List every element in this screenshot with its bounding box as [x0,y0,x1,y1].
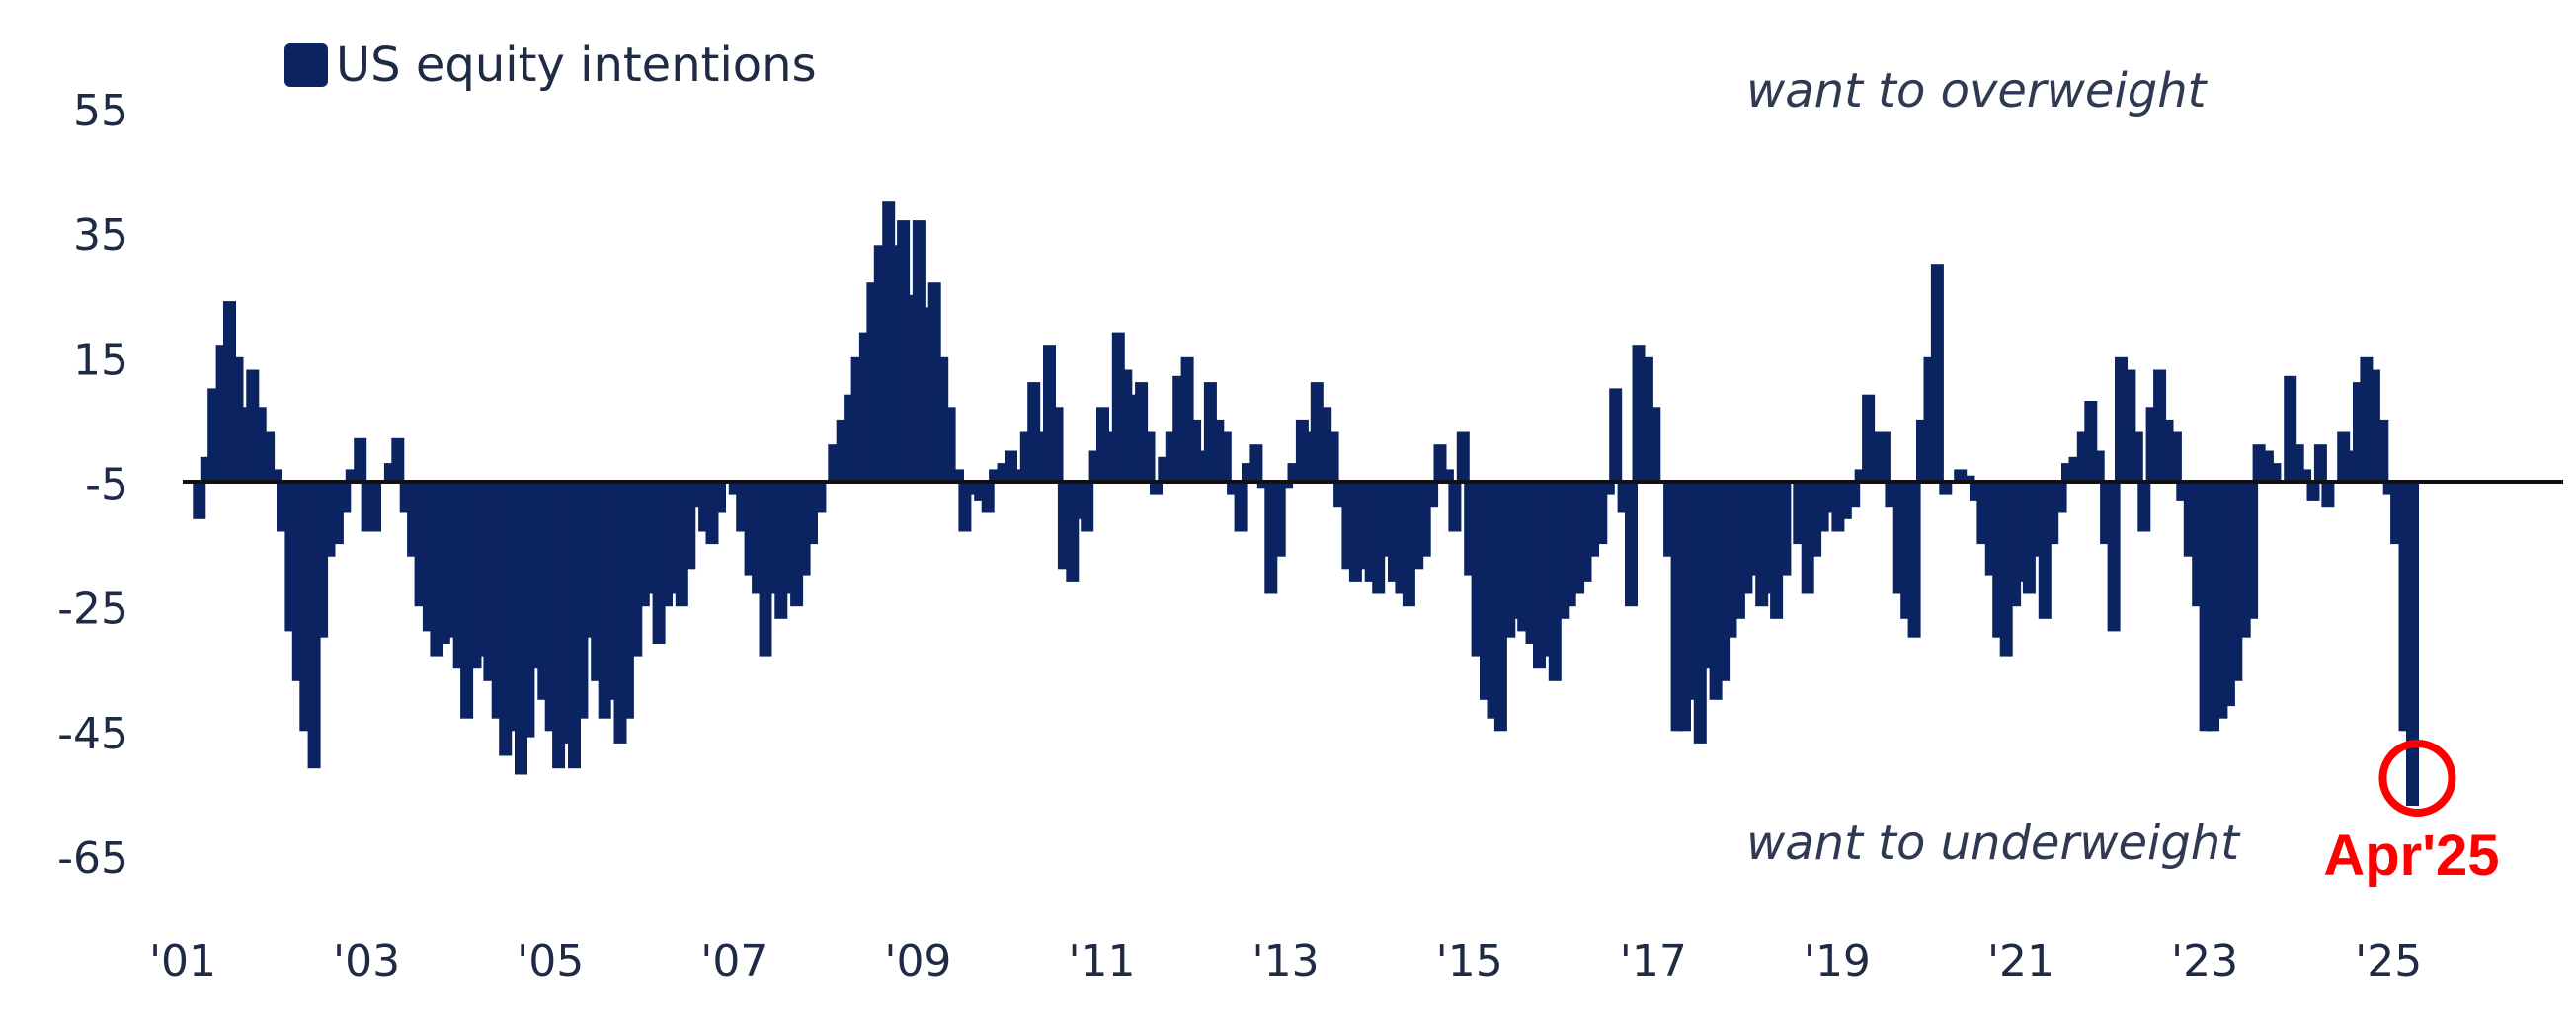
y-tick-label: 55 [73,86,128,136]
legend: US equity intentions [284,38,817,93]
bar [1601,482,1615,495]
bar [1609,388,1623,482]
bar [1256,482,1270,489]
x-tick-label: '21 [1987,936,2054,986]
bar [713,482,726,513]
bar [1234,482,1248,532]
legend-label: US equity intentions [336,38,817,93]
bar [942,407,956,482]
x-axis-ticks: '01 '03 '05 '07 '09 '11 '13 '15 '17 '19 '21 '23 '25 [149,936,2422,986]
x-tick-label: '07 [700,936,767,986]
bar [1425,482,1439,508]
bar [2268,463,2282,482]
bar [269,469,282,482]
x-tick-label: '23 [2171,936,2238,986]
bar [2313,444,2327,482]
bar [1877,431,1891,482]
highlight-marker: Apr'25 [2323,740,2500,888]
bar [1218,431,1232,482]
bar [2130,431,2143,482]
bar-series [193,201,2419,806]
bar [1440,469,1454,482]
bar [2137,482,2151,532]
x-tick-label: '19 [1804,936,1871,986]
bar [1456,431,1470,482]
highlight-circle [2378,740,2456,817]
bar [1272,482,1286,557]
y-tick-label: -5 [85,460,128,510]
bar [2375,419,2389,482]
bar [951,469,964,482]
x-tick-label: '03 [333,936,400,986]
bar [1249,444,1263,482]
x-tick-label: '15 [1436,936,1503,986]
bar [391,437,405,482]
bar [1930,264,1944,482]
bar [2406,482,2419,806]
bar [1448,482,1462,532]
x-tick-label: '11 [1068,936,1135,986]
y-tick-label: -25 [57,585,128,635]
bar [813,482,827,513]
bar [2053,482,2067,513]
x-tick-label: '25 [2355,936,2422,986]
bar [354,437,367,482]
y-tick-label: -65 [57,833,128,884]
x-tick-label: '01 [149,936,216,986]
bar [1050,407,1064,482]
bar [1778,482,1792,576]
bar [2306,482,2320,501]
bar [2245,482,2259,619]
bar [1907,482,1921,638]
bar [1150,482,1163,495]
bar [1142,431,1156,482]
bar [2321,482,2335,508]
x-tick-label: '09 [884,936,951,986]
annotation-overweight: want to overweight [1746,63,2209,118]
bar [1962,475,1975,482]
bar [1939,482,1953,495]
y-tick-label: 15 [73,335,128,385]
bar [2107,482,2121,632]
bar [1280,482,1294,489]
bar [1594,482,1608,545]
y-axis-ticks: 55 35 15 -5 -25 -45 -65 [57,86,128,884]
bar [2298,469,2312,482]
x-tick-label: '17 [1620,936,1687,986]
highlight-label: Apr'25 [2323,823,2499,888]
bar [981,482,995,513]
bar [958,482,972,532]
y-tick-label: 35 [73,210,128,261]
annotation-underweight: want to underweight [1746,816,2241,871]
bar [338,482,352,513]
bar [1081,482,1094,532]
bar [1847,482,1861,508]
bar [2091,450,2105,482]
bar [1648,407,1661,482]
bar [368,482,381,532]
legend-swatch [284,43,328,87]
bar [193,482,206,519]
x-tick-label: '05 [517,936,584,986]
x-tick-label: '13 [1252,936,1320,986]
y-tick-label: -45 [57,709,128,759]
bar [1326,431,1339,482]
bar [262,431,276,482]
bar [1625,482,1638,607]
bar [2168,431,2182,482]
